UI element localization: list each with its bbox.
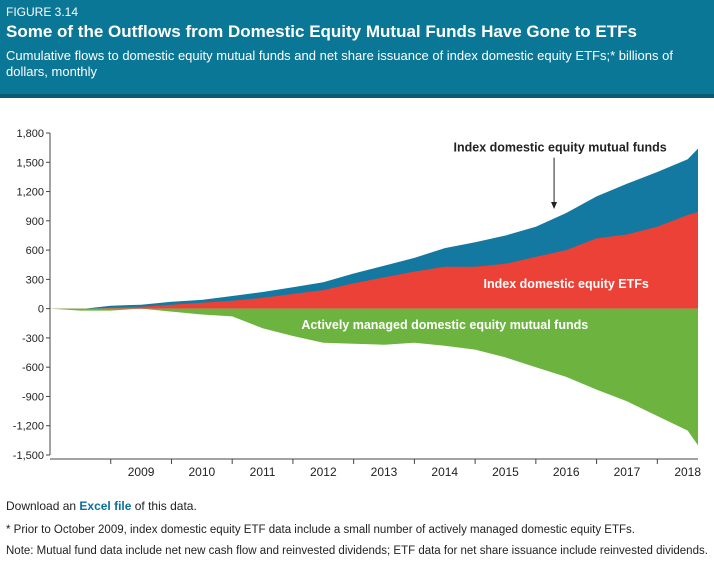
- y-tick-label: 1,200: [16, 187, 44, 199]
- chart-title: Some of the Outflows from Domestic Equit…: [6, 22, 637, 41]
- x-tick-label: 2011: [250, 465, 276, 479]
- x-tick-label: 2017: [614, 465, 641, 479]
- y-tick-label: 300: [26, 274, 44, 286]
- annotation-active-funds: Actively managed domestic equity mutual …: [301, 318, 588, 332]
- chart-subtitle: Cumulative flows to domestic equity mutu…: [6, 48, 673, 79]
- x-tick-label: 2015: [492, 465, 519, 479]
- x-tick-label: 2016: [553, 465, 580, 479]
- annotation-index-etfs: Index domestic equity ETFs: [484, 277, 649, 291]
- annotation-index-mutual-funds: Index domestic equity mutual funds: [454, 141, 667, 155]
- y-tick-label: 1,500: [16, 157, 44, 169]
- excel-file-link[interactable]: Excel file: [79, 499, 132, 513]
- x-tick-label: 2010: [188, 465, 215, 479]
- y-tick-label: 1,800: [16, 128, 44, 140]
- y-tick-label: -1,500: [13, 450, 44, 462]
- y-tick-label: 600: [26, 245, 44, 257]
- download-prefix: Download an: [6, 499, 80, 513]
- x-tick-label: 2012: [310, 465, 337, 479]
- series-index-etfs-area: [50, 212, 698, 310]
- annotation-arrow-head: [551, 202, 558, 210]
- y-tick-label: -300: [22, 333, 44, 345]
- y-tick-label: -600: [22, 362, 44, 374]
- download-suffix: of this data.: [131, 499, 197, 513]
- figure-header: FIGURE 3.14 Some of the Outflows from Do…: [0, 0, 714, 98]
- area-chart: 1,800 1,500 1,200 900 600 300 0 -300 -600 -900 -1,…: [13, 128, 702, 479]
- y-tick-label: -900: [22, 391, 44, 403]
- footnote: * Prior to October 2009, index domestic …: [6, 524, 635, 536]
- x-tick-label: 2013: [371, 465, 398, 479]
- download-line: Download an Excel file of this data.: [6, 499, 197, 513]
- x-tick-label: 2018: [674, 465, 701, 479]
- data-note: Note: Mutual fund data include net new c…: [6, 545, 708, 557]
- series-active-funds-area: [50, 308, 698, 446]
- figure-label: FIGURE 3.14: [6, 5, 79, 19]
- x-tick-label: 2014: [431, 465, 458, 479]
- y-tick-label: -1,200: [13, 421, 44, 433]
- y-tick-label: 0: [38, 304, 44, 316]
- x-tick-label: 2009: [128, 465, 155, 479]
- y-tick-label: 900: [26, 216, 44, 228]
